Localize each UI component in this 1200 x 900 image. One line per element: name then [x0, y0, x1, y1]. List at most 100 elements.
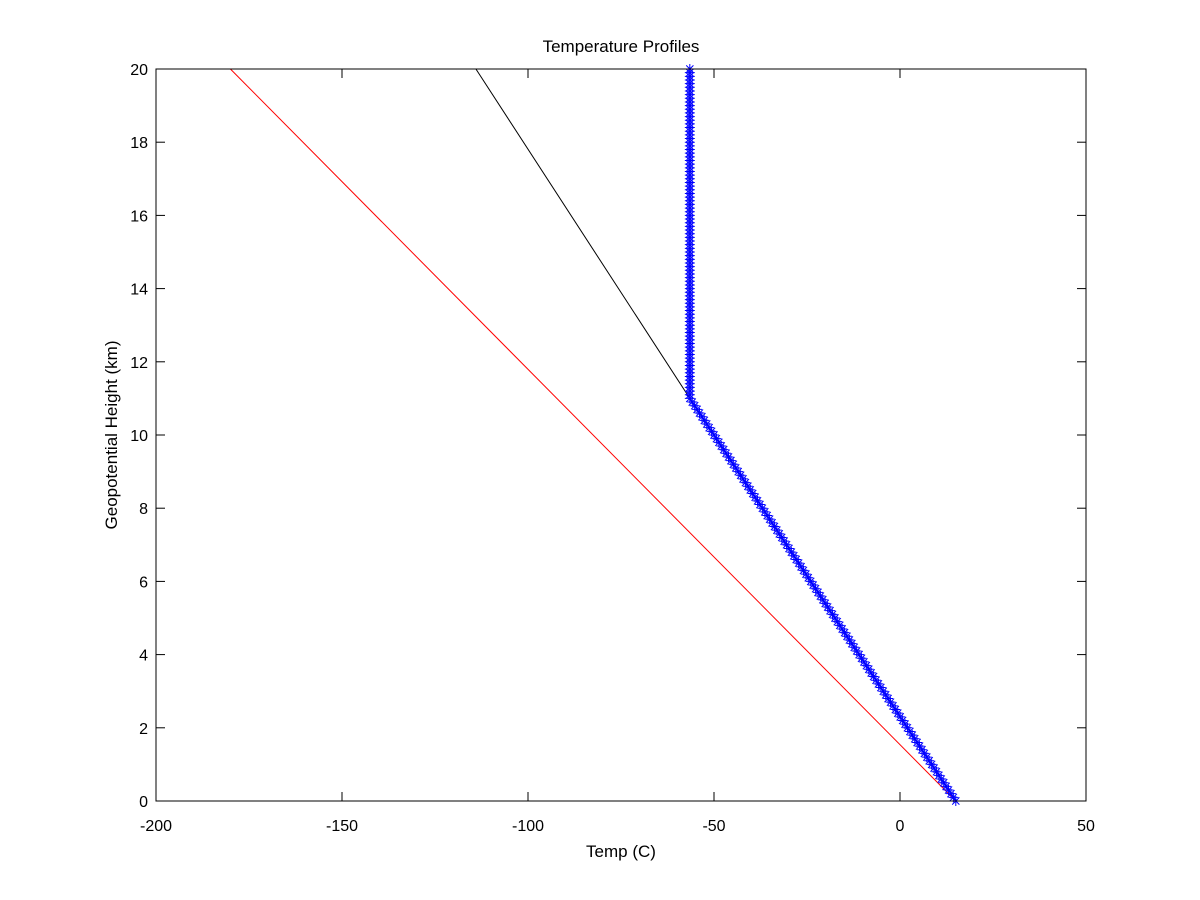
asterisk-marker	[771, 525, 782, 536]
asterisk-marker	[752, 495, 763, 506]
asterisk-marker	[895, 711, 906, 722]
asterisk-marker	[839, 627, 850, 638]
asterisk-marker	[699, 415, 710, 426]
asterisk-marker	[767, 517, 778, 528]
asterisk-marker	[943, 785, 954, 796]
asterisk-marker	[912, 737, 923, 748]
asterisk-marker	[815, 591, 826, 602]
asterisk-marker	[861, 660, 872, 671]
asterisk-marker	[820, 598, 831, 609]
asterisk-marker	[709, 430, 719, 440]
asterisk-marker	[774, 528, 785, 539]
asterisk-marker	[759, 506, 770, 517]
y-tick-label: 8	[139, 501, 148, 518]
y-tick-label: 2	[139, 721, 148, 738]
x-tick-label: -200	[140, 818, 172, 835]
asterisk-marker	[929, 763, 940, 774]
x-tick-label: -100	[512, 818, 544, 835]
asterisk-marker	[812, 587, 823, 598]
asterisk-marker	[803, 572, 814, 583]
asterisk-marker	[740, 477, 751, 488]
asterisk-marker	[885, 697, 896, 708]
asterisk-marker	[834, 620, 845, 631]
asterisk-marker	[796, 561, 807, 572]
asterisk-marker	[858, 656, 869, 667]
asterisk-marker	[945, 788, 956, 799]
asterisk-marker	[933, 770, 944, 781]
asterisk-marker	[941, 781, 952, 792]
asterisk-marker	[822, 602, 833, 613]
asterisk-marker	[887, 700, 898, 711]
tick-layer: -200 -150 -100 -50 0 50 0 2 4 6 8 10 12 14 16 18 20	[130, 62, 1095, 835]
asterisk-marker	[904, 726, 915, 737]
asterisk-marker	[880, 689, 891, 700]
asterisk-marker	[931, 766, 942, 777]
asterisk-marker	[921, 752, 932, 763]
asterisk-marker	[900, 719, 911, 730]
asterisk-marker	[938, 777, 949, 788]
asterisk-marker	[750, 492, 761, 503]
asterisk-marker	[694, 408, 705, 419]
asterisk-marker	[837, 623, 848, 634]
asterisk-marker	[764, 514, 775, 525]
asterisk-marker	[742, 481, 753, 492]
asterisk-marker	[713, 437, 724, 448]
y-tick-label: 14	[130, 282, 148, 299]
asterisk-marker	[687, 397, 698, 408]
chart-title: Temperature Profiles	[543, 37, 700, 56]
asterisk-marker	[735, 470, 746, 481]
asterisk-marker	[793, 558, 804, 569]
x-tick-label: -50	[702, 818, 725, 835]
series-line-0	[230, 68, 957, 802]
asterisk-marker	[781, 539, 792, 550]
asterisk-marker	[754, 499, 765, 510]
asterisk-marker	[907, 730, 918, 741]
asterisk-marker	[805, 576, 816, 587]
y-tick-label: 18	[130, 135, 148, 152]
asterisk-marker	[704, 422, 715, 433]
asterisk-marker	[776, 532, 787, 543]
asterisk-marker	[810, 583, 821, 594]
asterisk-marker	[892, 708, 903, 719]
asterisk-marker	[948, 792, 959, 803]
asterisk-marker	[745, 484, 756, 495]
y-tick-label: 0	[139, 794, 148, 811]
asterisk-marker	[878, 686, 889, 697]
y-tick-label: 20	[130, 62, 148, 79]
asterisk-marker	[791, 554, 802, 565]
asterisk-marker	[871, 675, 882, 686]
asterisk-marker	[692, 404, 703, 415]
x-tick-label: 50	[1077, 818, 1095, 835]
asterisk-marker	[728, 459, 739, 470]
asterisk-marker	[851, 645, 862, 656]
asterisk-marker	[783, 543, 794, 554]
y-tick-label: 4	[139, 648, 148, 665]
asterisk-marker	[854, 649, 865, 660]
series-2	[684, 64, 961, 806]
asterisk-marker	[863, 664, 874, 675]
asterisk-marker	[883, 693, 894, 704]
asterisk-marker	[873, 678, 884, 689]
asterisk-marker	[730, 462, 741, 473]
asterisk-marker	[711, 433, 722, 444]
asterisk-marker	[762, 510, 773, 521]
asterisk-marker	[747, 488, 758, 499]
asterisk-marker	[788, 550, 799, 561]
series-0	[230, 68, 957, 802]
asterisk-marker	[832, 616, 843, 627]
x-axis-title: Temp (C)	[586, 842, 656, 861]
asterisk-marker	[817, 594, 828, 605]
asterisk-marker	[902, 722, 913, 733]
asterisk-marker	[696, 411, 707, 422]
x-tick-label: 0	[896, 818, 905, 835]
y-tick-label: 6	[139, 574, 148, 591]
asterisk-marker	[733, 466, 744, 477]
asterisk-marker	[916, 744, 927, 755]
y-tick-label: 16	[130, 208, 148, 225]
asterisk-marker	[718, 444, 729, 455]
asterisk-marker	[769, 521, 780, 532]
asterisk-marker	[856, 653, 867, 664]
asterisk-marker	[701, 419, 712, 430]
